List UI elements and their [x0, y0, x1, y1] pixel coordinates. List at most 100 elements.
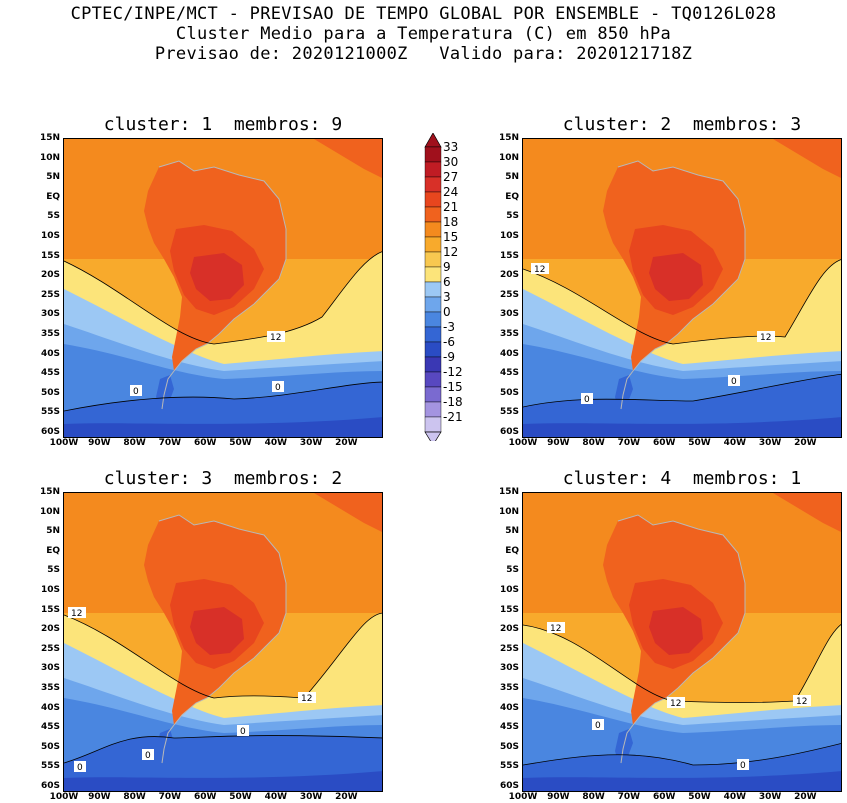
lat-tick-label: 25S	[499, 289, 519, 300]
colorbar-tick-label: 3	[443, 290, 451, 304]
lat-tick-label: 10N	[498, 506, 519, 517]
panel-title-4: cluster: 4 membros: 1	[562, 468, 802, 489]
lon-tick-label: 50W	[229, 438, 252, 448]
lon-tick-label: 20W	[794, 792, 817, 802]
figure-title-line3: Previsao de: 2020121000Z Valido para: 20…	[154, 44, 693, 64]
lon-tick-label: 80W	[123, 792, 146, 802]
lat-tick-label: 15N	[498, 487, 519, 497]
contour-label: 12	[757, 331, 775, 343]
lat-tick-label: 45S	[40, 722, 60, 733]
lat-tick-label: 5S	[506, 211, 519, 222]
contour-label-text: 0	[740, 761, 746, 771]
colorbar-swatch	[424, 206, 442, 223]
band-polar	[64, 771, 382, 791]
contour-label: 0	[130, 385, 142, 397]
lat-tick-label: 35S	[499, 683, 519, 693]
lon-tick-label: 40W	[264, 792, 288, 802]
lat-tick-label: EQ	[46, 545, 60, 556]
lat-tick-label: EQ	[46, 191, 60, 202]
colorbar-swatch	[424, 296, 442, 313]
lon-tick-label: 100W	[49, 792, 79, 802]
lat-tick-label: 60S	[40, 781, 60, 791]
lat-tick-label: 30S	[499, 309, 519, 320]
contour-label: 0	[581, 393, 593, 405]
contour-label-text: 12	[270, 333, 281, 343]
band-hot-ne	[314, 139, 382, 178]
contour-label-text: 12	[670, 699, 681, 709]
lon-tick-label: 60W	[652, 792, 676, 802]
lat-tick-label: 10S	[40, 231, 60, 241]
map-panel-3: 12 12 0 0 0	[63, 492, 383, 792]
lat-tick-label: 60S	[499, 427, 519, 437]
lat-tick-label: 5N	[505, 172, 519, 183]
colorbar-swatch	[424, 281, 442, 298]
lon-tick-label: 50W	[229, 792, 252, 802]
contour-label-text: 12	[534, 265, 545, 275]
band-polar	[523, 771, 841, 791]
contour-label: 0	[592, 719, 604, 731]
lat-tick-label: 15S	[40, 604, 60, 615]
lat-tick-label: 40S	[499, 702, 519, 713]
contour-label-text: 12	[550, 624, 561, 634]
colorbar-swatch	[424, 341, 442, 358]
colorbar-swatch	[424, 236, 442, 253]
band-polar	[64, 417, 382, 437]
lon-tick-label: 80W	[123, 438, 146, 448]
lon-tick-label: 100W	[508, 438, 538, 448]
colorbar-tick-label: 27	[443, 170, 459, 184]
colorbar-tick-label: 18	[443, 215, 459, 229]
band-freezing	[523, 374, 841, 437]
lon-tick-label: 70W	[158, 438, 182, 448]
lat-tick-label: 55S	[499, 407, 519, 418]
lon-tick-label: 60W	[193, 792, 217, 802]
contour-label-text: 12	[71, 609, 82, 619]
lat-tick-label: 10S	[499, 585, 519, 595]
colorbar-swatch	[424, 386, 442, 403]
colorbar-swatch	[424, 311, 442, 328]
hottest-core	[649, 607, 703, 655]
colorbar	[424, 133, 442, 441]
colorbar-swatch	[424, 161, 442, 178]
colorbar-swatch	[424, 416, 442, 433]
lat-tick-label: 15S	[499, 250, 519, 261]
colorbar-swatch	[424, 176, 442, 193]
map-panel-1: 12 0 0	[63, 138, 383, 438]
colorbar-swatch	[424, 371, 442, 388]
lon-tick-label: 90W	[547, 792, 570, 802]
lon-tick-label: 30W	[758, 438, 782, 448]
colorbar-tick-label: -18	[443, 395, 463, 409]
lat-tick-label: 60S	[499, 781, 519, 791]
contour-12	[64, 612, 382, 699]
lon-tick-label: 50W	[688, 792, 711, 802]
lat-tick-label: 5N	[46, 526, 60, 537]
lat-tick-label: 10N	[39, 152, 60, 163]
colorbar-tick-label: 33	[443, 140, 459, 154]
lon-tick-label: 40W	[723, 438, 747, 448]
colorbar-tick-label: 9	[443, 260, 451, 274]
colorbar-swatch	[424, 401, 442, 418]
lat-tick-label: 30S	[40, 663, 60, 674]
map-panel-4: 12 12 12 0 0	[522, 492, 842, 792]
panel-title-2: cluster: 2 membros: 3	[562, 114, 802, 135]
contour-label: 0	[737, 759, 749, 771]
hottest-core	[190, 607, 244, 655]
figure-title-line2: Cluster Medio para a Temperatura (C) em …	[175, 24, 672, 44]
colorbar-swatch	[424, 266, 442, 283]
map-panel-2: 12 12 0 0	[522, 138, 842, 438]
lat-tick-label: 15S	[40, 250, 60, 261]
lat-tick-label: 20S	[40, 270, 60, 281]
contour-label-text: 0	[240, 727, 246, 737]
colorbar-tick-label: -21	[443, 410, 463, 424]
contour-label: 12	[547, 622, 565, 634]
lat-tick-label: 15S	[499, 604, 519, 615]
colorbar-swatch	[424, 146, 442, 163]
lat-tick-label: 5S	[506, 565, 519, 576]
lat-tick-label: 50S	[40, 741, 60, 752]
contour-0	[523, 373, 841, 408]
lat-tick-label: 25S	[499, 643, 519, 654]
contour-label-text: 12	[760, 333, 771, 343]
contour-label: 0	[272, 381, 284, 393]
colorbar-swatch	[424, 191, 442, 208]
lat-tick-label: 40S	[40, 348, 60, 359]
lat-tick-label: 20S	[40, 624, 60, 635]
